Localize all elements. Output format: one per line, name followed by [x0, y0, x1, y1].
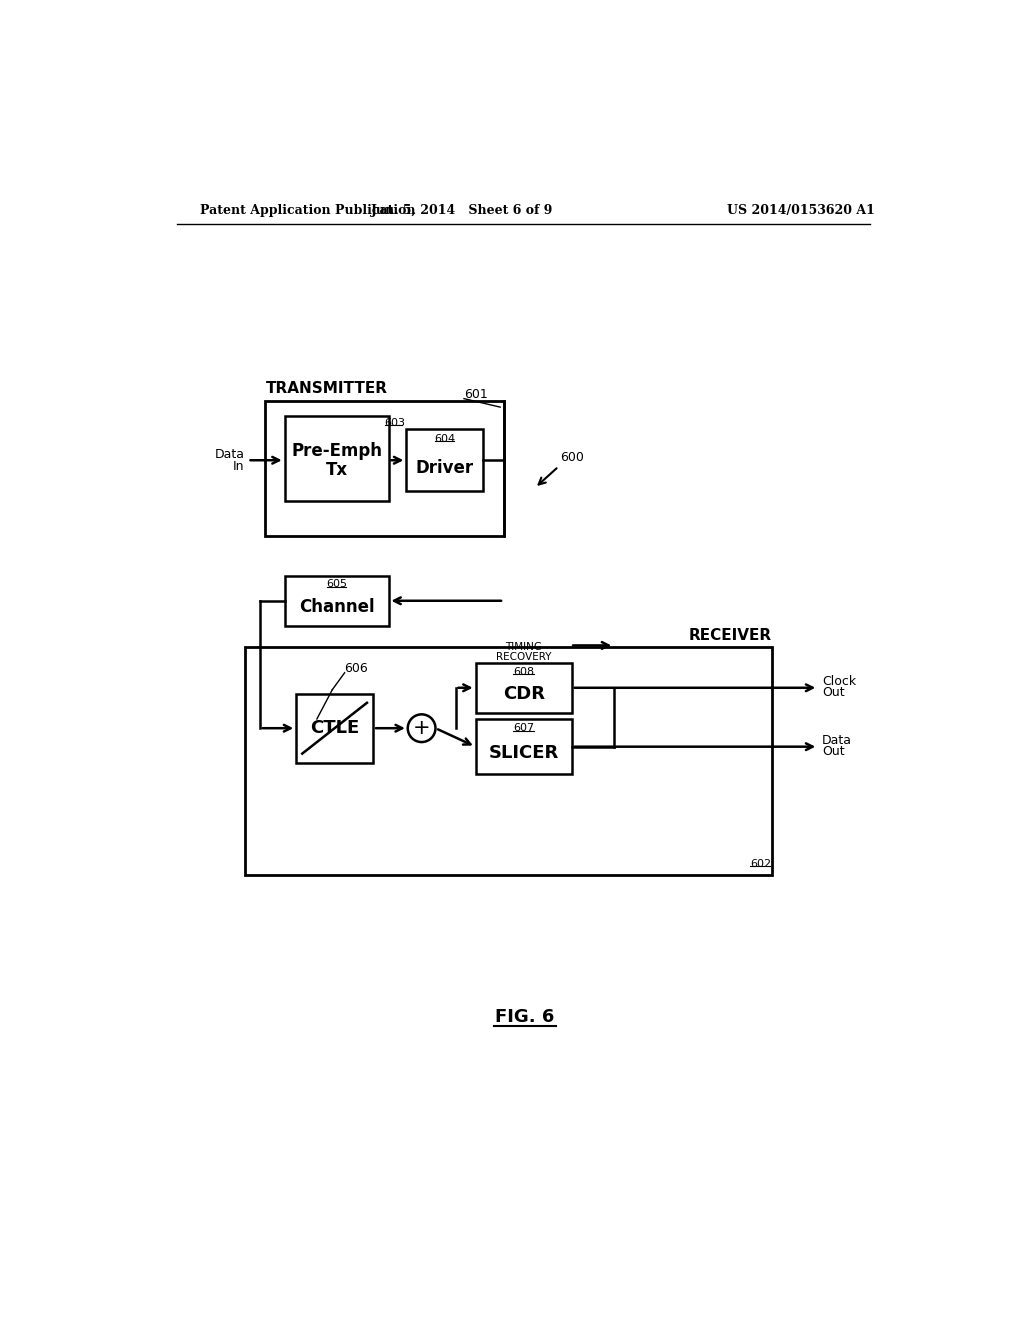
FancyBboxPatch shape: [245, 647, 772, 875]
Text: 602: 602: [750, 859, 771, 869]
Text: CTLE: CTLE: [310, 719, 359, 737]
FancyBboxPatch shape: [285, 576, 388, 626]
Text: Jun. 5, 2014   Sheet 6 of 9: Jun. 5, 2014 Sheet 6 of 9: [371, 205, 553, 218]
Text: Data: Data: [822, 734, 852, 747]
Text: FIG. 6: FIG. 6: [496, 1008, 554, 1026]
Text: Tx: Tx: [326, 461, 347, 479]
Text: RECEIVER: RECEIVER: [689, 627, 772, 643]
Text: Out: Out: [822, 686, 845, 698]
Text: 604: 604: [434, 434, 456, 444]
Text: Clock: Clock: [822, 675, 856, 688]
Text: +: +: [413, 718, 430, 738]
Text: SLICER: SLICER: [488, 744, 559, 762]
Text: Patent Application Publication: Patent Application Publication: [200, 205, 416, 218]
Text: US 2014/0153620 A1: US 2014/0153620 A1: [726, 205, 874, 218]
Text: Data: Data: [214, 449, 245, 462]
Text: RECOVERY: RECOVERY: [496, 652, 551, 661]
FancyBboxPatch shape: [285, 416, 388, 502]
Text: 603: 603: [385, 417, 406, 428]
FancyBboxPatch shape: [265, 401, 504, 536]
Text: 605: 605: [326, 579, 347, 589]
FancyBboxPatch shape: [475, 663, 571, 713]
Text: CDR: CDR: [503, 685, 545, 704]
Text: TIMING: TIMING: [505, 643, 542, 652]
Text: 608: 608: [513, 667, 535, 677]
Text: 607: 607: [513, 723, 535, 733]
Text: In: In: [233, 459, 245, 473]
Text: Channel: Channel: [299, 598, 375, 616]
Circle shape: [408, 714, 435, 742]
Text: Driver: Driver: [416, 459, 474, 477]
FancyBboxPatch shape: [296, 693, 373, 763]
Text: Pre-Emph: Pre-Emph: [291, 442, 382, 459]
Text: TRANSMITTER: TRANSMITTER: [266, 381, 388, 396]
FancyBboxPatch shape: [407, 429, 483, 491]
Text: 600: 600: [560, 450, 584, 463]
Text: 606: 606: [345, 663, 369, 676]
Text: 601: 601: [464, 388, 487, 401]
FancyBboxPatch shape: [475, 719, 571, 775]
Text: Out: Out: [822, 744, 845, 758]
